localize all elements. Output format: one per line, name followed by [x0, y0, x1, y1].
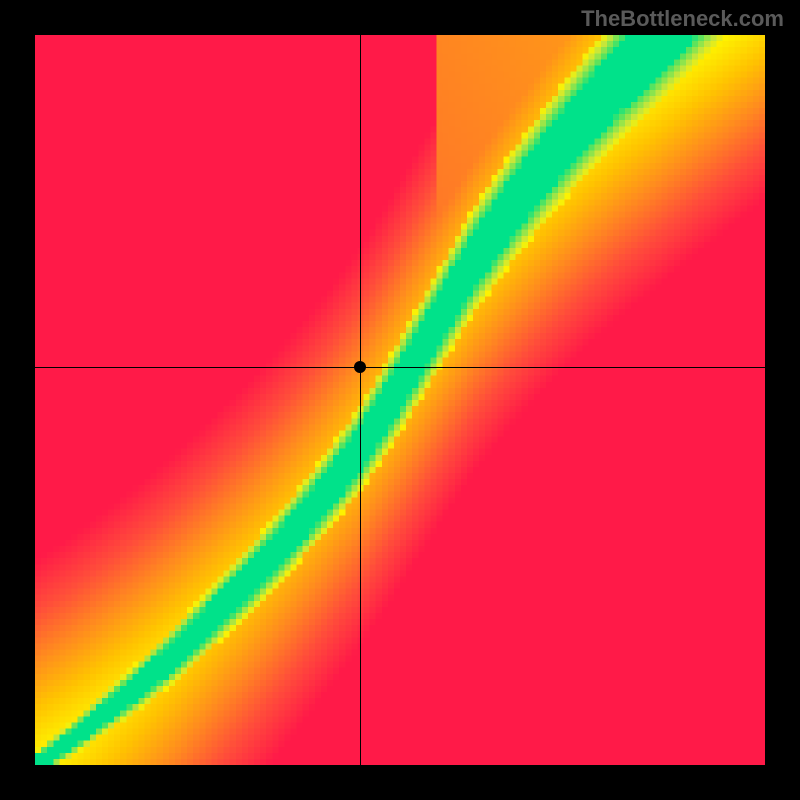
chart-container: TheBottleneck.com — [0, 0, 800, 800]
watermark-text: TheBottleneck.com — [581, 6, 784, 32]
crosshair-vertical — [360, 35, 361, 765]
crosshair-horizontal — [35, 367, 765, 368]
data-point-marker — [354, 361, 366, 373]
plot-area — [35, 35, 765, 765]
heatmap-canvas — [35, 35, 765, 765]
